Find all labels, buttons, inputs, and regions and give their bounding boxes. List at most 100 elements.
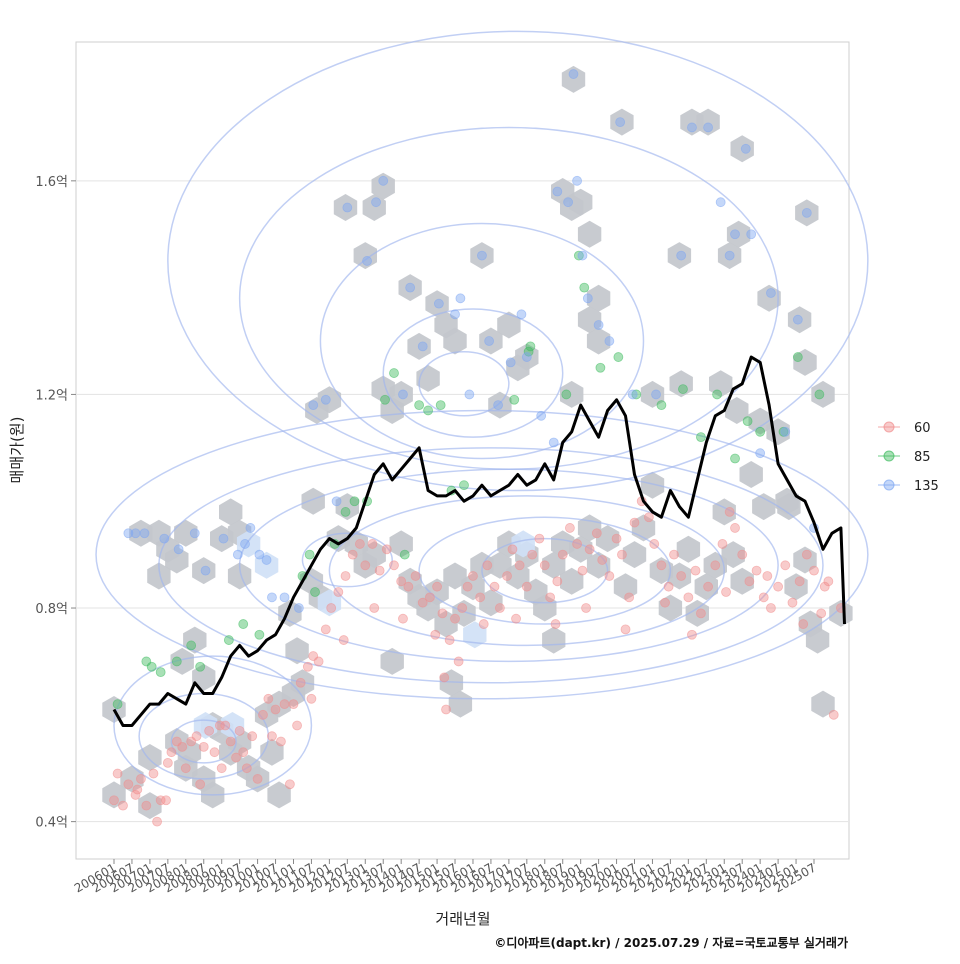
point-135-9	[245, 523, 256, 533]
x-axis-title: 거래년월	[435, 910, 490, 928]
point-60-121	[238, 747, 249, 758]
point-60-44	[360, 560, 371, 571]
point-60-34	[295, 677, 306, 688]
density-hex-135	[795, 199, 819, 227]
point-60-8	[155, 795, 166, 806]
legend-label-60: 60	[914, 421, 931, 436]
point-60-64	[494, 603, 505, 613]
density-contour-2	[328, 495, 726, 647]
density-hex-60	[443, 327, 467, 355]
point-85-9	[254, 629, 265, 640]
density-hex-51	[362, 541, 386, 569]
density-hex-light-6	[511, 530, 535, 558]
density-hex-58	[425, 290, 449, 318]
legend-marker-85	[883, 450, 895, 462]
point-135-57	[780, 426, 791, 437]
point-60-17	[204, 725, 215, 736]
legend-item-60: 60	[878, 421, 931, 436]
point-60-73	[552, 576, 563, 587]
point-60-89	[656, 560, 667, 571]
point-60-10	[166, 747, 177, 758]
point-60-95	[696, 608, 706, 619]
y-axis-title: 매매가(원)	[8, 417, 26, 484]
density-hex-40	[301, 487, 325, 515]
point-135-7	[232, 549, 243, 560]
point-60-37	[313, 656, 324, 667]
point-135-38	[563, 197, 574, 208]
density-hex-17	[227, 562, 252, 590]
point-60-21	[225, 736, 236, 747]
point-135-16	[320, 394, 331, 405]
point-60-46	[374, 565, 385, 576]
density-hex-120	[696, 108, 720, 136]
density-contour-8	[113, 655, 313, 796]
point-60-6	[148, 768, 159, 779]
density-hex-73	[448, 690, 473, 718]
point-135-30	[484, 336, 495, 346]
density-hex-43	[326, 525, 351, 553]
density-hex-106	[622, 541, 647, 569]
y-axis-ticks: 0.4억 0.8억 1.2억 1.6억	[35, 175, 76, 831]
point-60-0	[109, 795, 119, 806]
point-60-106	[773, 581, 784, 592]
point-60-135	[660, 597, 670, 608]
density-hex-109	[649, 557, 674, 585]
point-60-27	[258, 709, 268, 720]
point-60-63	[489, 581, 500, 592]
point-85-11	[304, 549, 315, 560]
point-60-139	[798, 619, 809, 629]
point-135-59	[801, 207, 812, 218]
density-hex-2	[120, 765, 144, 793]
point-135-33	[516, 309, 527, 320]
density-hex-61	[380, 647, 404, 675]
point-135-26	[450, 309, 460, 320]
density-hex-129	[784, 573, 808, 601]
density-hex-111	[667, 562, 692, 590]
density-hex-102	[560, 380, 584, 408]
density-hex-75	[479, 327, 503, 355]
y-tick-label-0: 0.4억	[35, 816, 68, 831]
point-135-28	[464, 389, 475, 400]
density-hex-110	[658, 594, 683, 622]
density-hex-93	[586, 551, 611, 579]
point-135-25	[433, 298, 444, 309]
point-85-39	[742, 416, 753, 427]
point-60-110	[801, 549, 812, 560]
point-85-18	[389, 368, 399, 378]
legend-item-85: 85	[878, 450, 931, 465]
point-85-29	[573, 250, 584, 261]
point-60-141	[441, 704, 451, 715]
point-85-0	[112, 699, 123, 710]
point-85-7	[223, 635, 234, 645]
density-hex-98	[577, 220, 602, 248]
point-60-4	[136, 774, 146, 784]
density-hex-118	[730, 567, 754, 595]
point-135-48	[687, 122, 697, 133]
density-hex-136	[811, 380, 835, 408]
point-135-36	[548, 437, 559, 448]
density-hex-76	[488, 391, 512, 419]
trend-line-layer	[112, 355, 846, 727]
point-60-79	[591, 528, 602, 539]
point-85-30	[579, 282, 590, 293]
point-60-142	[439, 672, 450, 683]
point-60-58	[457, 603, 468, 613]
density-hex-112	[676, 535, 701, 563]
point-60-16	[198, 741, 209, 752]
point-135-49	[703, 122, 714, 133]
density-hex-124	[725, 397, 749, 424]
point-60-114	[828, 709, 839, 720]
density-hex-12	[183, 626, 207, 654]
density-contour-4	[158, 447, 824, 684]
density-contour-1	[418, 516, 672, 625]
point-135-17	[331, 496, 342, 507]
point-60-50	[403, 581, 414, 592]
point-60-119	[195, 779, 206, 790]
point-135-56	[766, 288, 776, 298]
point-85-2	[146, 661, 157, 672]
source-caption: ©디아파트(dapt.kr) / 2025.07.29 / 자료=국토교통부 실…	[494, 935, 848, 950]
point-60-77	[577, 565, 588, 576]
point-135-44	[615, 117, 626, 127]
density-hex-140	[640, 380, 665, 408]
density-hex-108	[640, 471, 665, 499]
